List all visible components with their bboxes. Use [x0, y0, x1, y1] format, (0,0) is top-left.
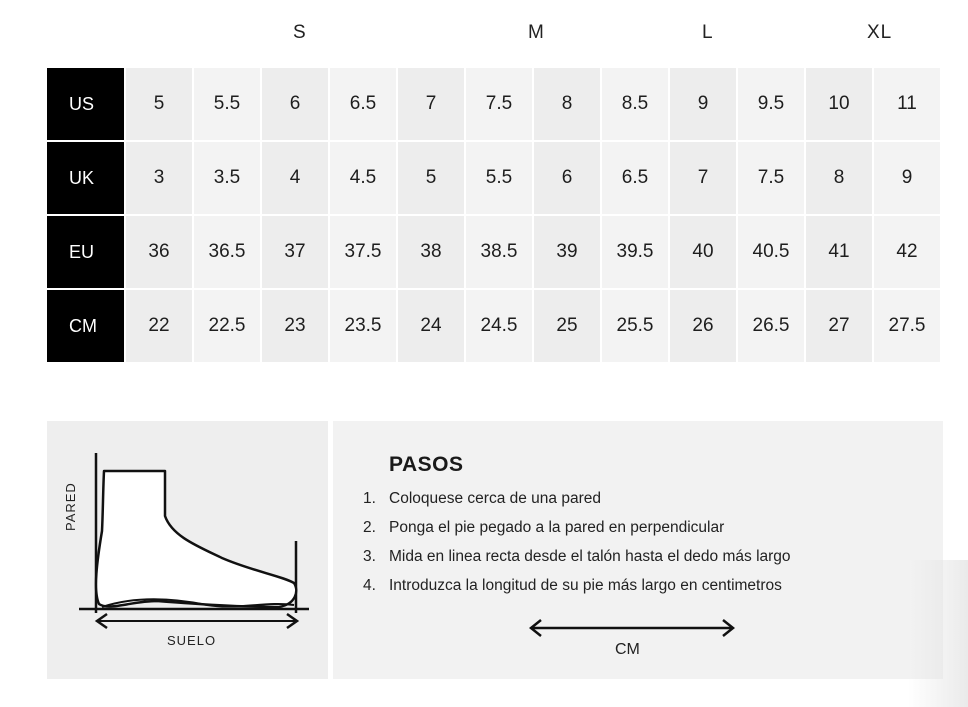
- size-cell: 4.5: [330, 142, 396, 214]
- step-text: Coloquese cerca de una pared: [389, 490, 601, 507]
- size-cell: 5.5: [466, 142, 532, 214]
- size-cell: 39.5: [602, 216, 668, 288]
- size-cell: 9.5: [738, 68, 804, 140]
- foot-measure-diagram: PARED SUELO: [47, 421, 328, 679]
- list-item: 2. Ponga el pie pegado a la pared en per…: [363, 518, 791, 547]
- list-item: 4. Introduzca la longitud de su pie más …: [363, 576, 791, 605]
- size-cell: 36.5: [194, 216, 260, 288]
- size-cell: 41: [806, 216, 872, 288]
- edge-shadow: [908, 560, 968, 707]
- size-cell: 22: [126, 290, 192, 362]
- size-cell: 10: [806, 68, 872, 140]
- size-group-l: L: [702, 22, 714, 43]
- wall-label: PARED: [63, 482, 78, 531]
- size-cell: 5.5: [194, 68, 260, 140]
- row-label: CM: [47, 290, 124, 362]
- row-label: UK: [47, 142, 124, 214]
- size-cell: 7: [398, 68, 464, 140]
- size-cell: 6.5: [330, 68, 396, 140]
- size-cell: 24: [398, 290, 464, 362]
- size-cell: 5: [126, 68, 192, 140]
- steps-panel: PASOS 1. Coloquese cerca de una pared 2.…: [333, 421, 943, 679]
- size-cell: 7.5: [738, 142, 804, 214]
- size-cell: 24.5: [466, 290, 532, 362]
- floor-label: SUELO: [167, 633, 217, 648]
- size-row-cm: CM 22 22.5 23 23.5 24 24.5 25 25.5 26 26…: [47, 290, 940, 362]
- size-cell: 25: [534, 290, 600, 362]
- size-cell: 40: [670, 216, 736, 288]
- list-item: 3. Mida en linea recta desde el talón ha…: [363, 547, 791, 576]
- size-cell: 9: [670, 68, 736, 140]
- size-cell: 38: [398, 216, 464, 288]
- size-group-xl: XL: [867, 22, 893, 43]
- size-cell: 38.5: [466, 216, 532, 288]
- size-cell: 22.5: [194, 290, 260, 362]
- step-text: Introduzca la longitud de su pie más lar…: [389, 577, 782, 594]
- double-arrow-icon: [528, 619, 736, 637]
- row-label: EU: [47, 216, 124, 288]
- size-group-header: S M L XL: [0, 22, 968, 48]
- step-text: Mida en linea recta desde el talón hasta…: [389, 548, 791, 565]
- size-group-s: S: [293, 22, 307, 43]
- size-cell: 42: [874, 216, 940, 288]
- step-number: 4.: [363, 577, 376, 594]
- size-row-eu: EU 36 36.5 37 37.5 38 38.5 39 39.5 40 40…: [47, 216, 940, 288]
- size-cell: 5: [398, 142, 464, 214]
- size-cell: 6.5: [602, 142, 668, 214]
- size-cell: 23.5: [330, 290, 396, 362]
- size-cell: 4: [262, 142, 328, 214]
- size-cell: 26: [670, 290, 736, 362]
- steps-list: 1. Coloquese cerca de una pared 2. Ponga…: [363, 489, 791, 605]
- size-cell: 9: [874, 142, 940, 214]
- size-cell: 8.5: [602, 68, 668, 140]
- size-row-us: US 5 5.5 6 6.5 7 7.5 8 8.5 9 9.5 10 11: [47, 68, 940, 140]
- size-cell: 40.5: [738, 216, 804, 288]
- size-cell: 23: [262, 290, 328, 362]
- size-cell: 3: [126, 142, 192, 214]
- steps-title: PASOS: [389, 453, 464, 476]
- size-cell: 36: [126, 216, 192, 288]
- size-cell: 3.5: [194, 142, 260, 214]
- size-cell: 8: [534, 68, 600, 140]
- size-chart-table: US 5 5.5 6 6.5 7 7.5 8 8.5 9 9.5 10 11 U…: [47, 68, 940, 362]
- size-group-m: M: [528, 22, 545, 43]
- size-cell: 7.5: [466, 68, 532, 140]
- list-item: 1. Coloquese cerca de una pared: [363, 489, 791, 518]
- step-number: 2.: [363, 519, 376, 536]
- size-cell: 27.5: [874, 290, 940, 362]
- step-number: 3.: [363, 548, 376, 565]
- size-cell: 37: [262, 216, 328, 288]
- size-cell: 11: [874, 68, 940, 140]
- size-cell: 7: [670, 142, 736, 214]
- size-cell: 6: [262, 68, 328, 140]
- cm-label: CM: [615, 641, 640, 658]
- foot-outline-icon: [79, 453, 309, 630]
- size-cell: 6: [534, 142, 600, 214]
- size-row-uk: UK 3 3.5 4 4.5 5 5.5 6 6.5 7 7.5 8 9: [47, 142, 940, 214]
- row-label: US: [47, 68, 124, 140]
- step-text: Ponga el pie pegado a la pared en perpen…: [389, 519, 725, 536]
- size-cell: 27: [806, 290, 872, 362]
- size-cell: 25.5: [602, 290, 668, 362]
- size-cell: 39: [534, 216, 600, 288]
- size-cell: 26.5: [738, 290, 804, 362]
- step-number: 1.: [363, 490, 376, 507]
- size-cell: 8: [806, 142, 872, 214]
- size-cell: 37.5: [330, 216, 396, 288]
